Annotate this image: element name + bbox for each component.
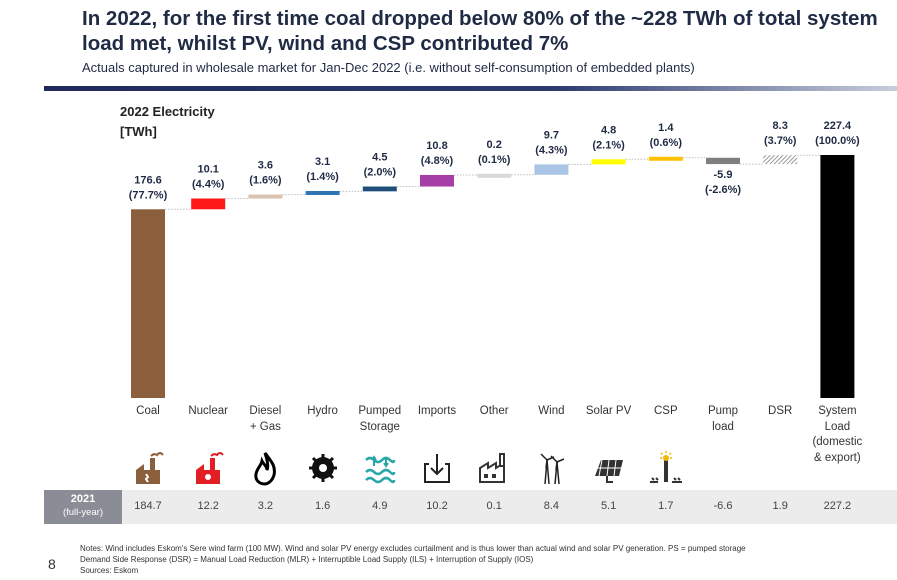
share-label: (2.1%)	[592, 139, 625, 151]
bar-coal	[131, 209, 165, 398]
hydro-icon	[303, 448, 343, 488]
year-2021-value: 1.6	[314, 500, 331, 512]
value-label: 3.1	[315, 156, 330, 168]
footnote-line: Sources: Eskom	[80, 566, 139, 575]
share-label: (100.0%)	[815, 135, 860, 147]
share-label: (4.8%)	[421, 155, 454, 167]
value-label: 3.6	[258, 160, 273, 172]
category-label: Coal	[136, 405, 160, 417]
bar-hydro	[305, 190, 340, 195]
category-label: Wind	[538, 405, 565, 417]
category-label: CSP	[653, 405, 678, 417]
category-label: Hydro	[307, 405, 338, 417]
share-label: (4.4%)	[192, 178, 225, 190]
value-label: 10.1	[197, 163, 218, 175]
value-label: 8.3	[773, 120, 788, 132]
value-label: 10.8	[426, 140, 447, 152]
year-2021-value: 3.2	[257, 500, 274, 512]
year-2021-value: 0.1	[486, 500, 502, 512]
bar-pump-load	[706, 157, 740, 165]
year-2021-value: 12.2	[197, 500, 219, 512]
bar-other	[477, 173, 512, 178]
year-sublabel: (full-year)	[62, 507, 104, 518]
year-2021-value: 1.7	[658, 500, 674, 512]
category-label: Nuclear	[188, 405, 228, 417]
coal-plant-icon	[128, 448, 168, 488]
pumped-storage-icon	[360, 448, 400, 488]
value-label: 9.7	[544, 129, 559, 141]
page-title: In 2022, for the first time coal dropped…	[82, 7, 878, 55]
year-2021-value: 184.7	[134, 500, 162, 512]
share-label: (-2.6%)	[705, 184, 741, 196]
year-2021-value: -6.6	[713, 500, 733, 512]
share-label: (2.0%)	[364, 167, 397, 179]
share-label: (3.7%)	[764, 135, 797, 147]
share-label: (77.7%)	[129, 189, 168, 201]
bar-pumped-storage	[362, 186, 397, 192]
footnotes: Notes: Wind includes Eskom's Sere wind f…	[80, 543, 746, 576]
year-2021-value: 4.9	[372, 500, 388, 512]
year-2021-value: 10.2	[426, 500, 448, 512]
page-number: 8	[48, 556, 56, 572]
bar-solar-pv	[591, 159, 626, 165]
year-2021-value: 1.9	[772, 500, 788, 512]
year-2021-value: 8.4	[543, 500, 560, 512]
share-label: (0.1%)	[478, 154, 511, 166]
value-label: 176.6	[134, 174, 162, 186]
bar-nuclear	[191, 198, 226, 210]
imports-icon	[417, 448, 457, 488]
category-label: Pump load	[707, 405, 739, 433]
category-label: Solar PV	[585, 405, 632, 417]
share-label: (4.3%)	[535, 144, 568, 156]
nuclear-plant-icon	[188, 448, 228, 488]
value-label: 227.4	[824, 120, 852, 132]
csp-tower-icon	[646, 448, 686, 488]
share-label: (0.6%)	[650, 137, 683, 149]
bar-csp	[648, 156, 683, 161]
header-divider	[44, 86, 897, 91]
category-label: Imports	[417, 405, 457, 417]
category-label: Pumped Storage	[358, 405, 402, 433]
page-subtitle: Actuals captured in wholesale market for…	[82, 60, 695, 75]
chart-title: 2022 Electricity	[120, 104, 215, 119]
value-label: 4.8	[601, 124, 616, 136]
wind-turbine-icon	[531, 448, 571, 488]
bar-dsr	[763, 155, 798, 165]
flame-icon	[245, 448, 285, 488]
chart-unit-label: [TWh]	[120, 124, 157, 139]
solar-panel-icon	[589, 448, 629, 488]
waterfall-chart: 176.6 (77.7%) 10.1 (4.4%) 3.6 (1.6%) 3.1 (1.4%)…	[129, 120, 860, 398]
category-label: Diesel + Gas	[249, 405, 282, 433]
category-label: System Load (domestic & export)	[812, 405, 863, 464]
year-label: 2021	[70, 493, 96, 505]
other-factory-icon	[474, 448, 514, 488]
bar-system-load-domestic-export-	[820, 155, 855, 398]
bar-imports	[420, 174, 454, 187]
bar-wind	[534, 164, 569, 175]
year-2021-value: 5.1	[600, 500, 617, 512]
year-2021-value: 227.2	[823, 500, 852, 512]
value-label: 4.5	[372, 152, 387, 164]
footnote-line: Notes: Wind includes Eskom's Sere wind f…	[80, 544, 746, 553]
year-2021-band: 2021 (full-year) 184.7 12.2 3.2 1.6 4.9 10.2 0…	[44, 490, 897, 524]
value-label: 1.4	[658, 122, 674, 134]
value-label: 0.2	[487, 139, 502, 151]
category-label: DSR	[768, 405, 793, 417]
share-label: (1.6%)	[249, 175, 282, 187]
year-2021-label: 2021 (full-year)	[44, 490, 122, 524]
bar-diesel-gas	[248, 194, 283, 199]
footnote-line: Demand Side Response (DSR) = Manual Load…	[80, 555, 534, 564]
category-label: Other	[479, 405, 509, 417]
value-label: -5.9	[714, 169, 733, 181]
share-label: (1.4%)	[306, 171, 339, 183]
